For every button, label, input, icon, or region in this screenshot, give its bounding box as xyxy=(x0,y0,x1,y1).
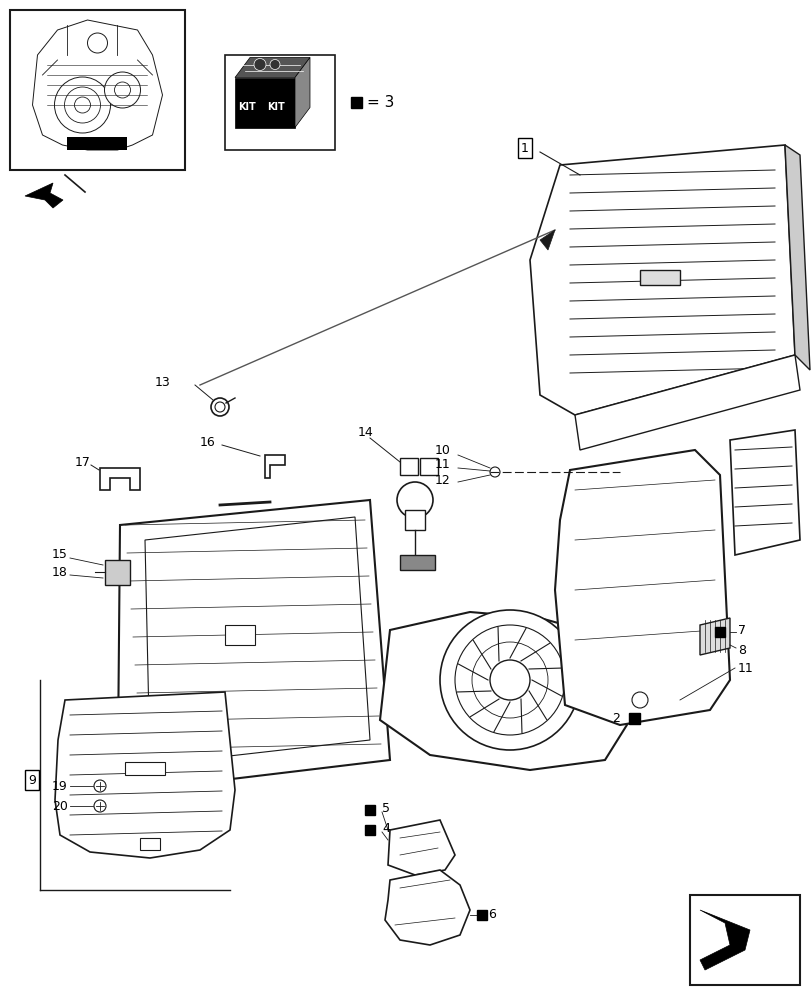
Text: KIT: KIT xyxy=(238,103,255,112)
Circle shape xyxy=(94,800,106,812)
Text: 10: 10 xyxy=(435,444,450,456)
Polygon shape xyxy=(699,910,749,970)
Polygon shape xyxy=(530,145,794,415)
Polygon shape xyxy=(554,450,729,725)
Text: 19: 19 xyxy=(52,780,67,792)
Polygon shape xyxy=(234,78,294,127)
Circle shape xyxy=(270,60,280,70)
Text: 9: 9 xyxy=(28,774,36,786)
Text: 20: 20 xyxy=(52,800,68,812)
Circle shape xyxy=(631,692,647,708)
Bar xyxy=(365,805,375,815)
Circle shape xyxy=(105,72,140,108)
Polygon shape xyxy=(388,820,454,875)
Text: 6: 6 xyxy=(487,908,496,922)
Circle shape xyxy=(440,610,579,750)
Polygon shape xyxy=(25,183,63,208)
Text: 17: 17 xyxy=(75,456,91,468)
Circle shape xyxy=(489,467,500,477)
Polygon shape xyxy=(118,500,389,790)
Circle shape xyxy=(454,625,564,735)
Polygon shape xyxy=(539,230,554,250)
Circle shape xyxy=(215,402,225,412)
Circle shape xyxy=(94,780,106,792)
Polygon shape xyxy=(784,145,809,370)
Polygon shape xyxy=(55,692,234,858)
Text: 13: 13 xyxy=(155,375,170,388)
Polygon shape xyxy=(264,455,285,478)
Text: 14: 14 xyxy=(358,426,373,438)
Text: 8: 8 xyxy=(737,644,745,656)
Polygon shape xyxy=(32,20,162,150)
Text: = 3: = 3 xyxy=(367,95,394,110)
Polygon shape xyxy=(294,57,310,127)
Text: 4: 4 xyxy=(381,822,389,834)
Bar xyxy=(714,627,724,637)
Bar xyxy=(125,762,165,775)
Circle shape xyxy=(254,58,266,70)
Text: 5: 5 xyxy=(381,802,389,814)
Bar xyxy=(400,555,435,570)
Circle shape xyxy=(114,82,131,98)
Text: 18: 18 xyxy=(52,566,68,578)
Circle shape xyxy=(88,33,107,53)
Text: 11: 11 xyxy=(435,458,450,472)
Polygon shape xyxy=(100,468,139,490)
Circle shape xyxy=(211,398,229,416)
Bar xyxy=(105,560,130,585)
Text: 12: 12 xyxy=(435,474,450,487)
Polygon shape xyxy=(380,612,629,770)
Text: 2: 2 xyxy=(611,712,620,724)
Bar xyxy=(400,458,418,475)
Bar xyxy=(351,97,362,108)
Circle shape xyxy=(489,660,530,700)
Polygon shape xyxy=(699,618,729,655)
Bar xyxy=(67,137,127,150)
Circle shape xyxy=(54,77,110,133)
Polygon shape xyxy=(574,355,799,450)
Polygon shape xyxy=(729,430,799,555)
Bar xyxy=(689,895,799,985)
Text: 1: 1 xyxy=(521,141,528,154)
Polygon shape xyxy=(234,57,310,78)
Bar xyxy=(139,838,160,850)
Bar xyxy=(639,270,679,285)
Polygon shape xyxy=(384,870,470,945)
Text: KIT: KIT xyxy=(238,103,255,112)
Text: KIT: KIT xyxy=(267,103,285,112)
Circle shape xyxy=(614,467,624,477)
Circle shape xyxy=(64,87,101,123)
Text: 7: 7 xyxy=(737,624,745,637)
Bar xyxy=(419,458,437,475)
Bar xyxy=(225,55,335,150)
Bar xyxy=(365,825,375,835)
Text: 11: 11 xyxy=(737,662,753,674)
Bar xyxy=(405,510,424,530)
Circle shape xyxy=(75,97,90,113)
Text: 15: 15 xyxy=(52,548,68,562)
Text: KIT: KIT xyxy=(267,103,285,112)
Text: 16: 16 xyxy=(200,436,216,448)
Bar xyxy=(629,712,640,724)
Bar xyxy=(10,10,185,170)
Bar xyxy=(476,910,487,920)
Bar xyxy=(225,625,255,645)
Circle shape xyxy=(397,482,432,518)
